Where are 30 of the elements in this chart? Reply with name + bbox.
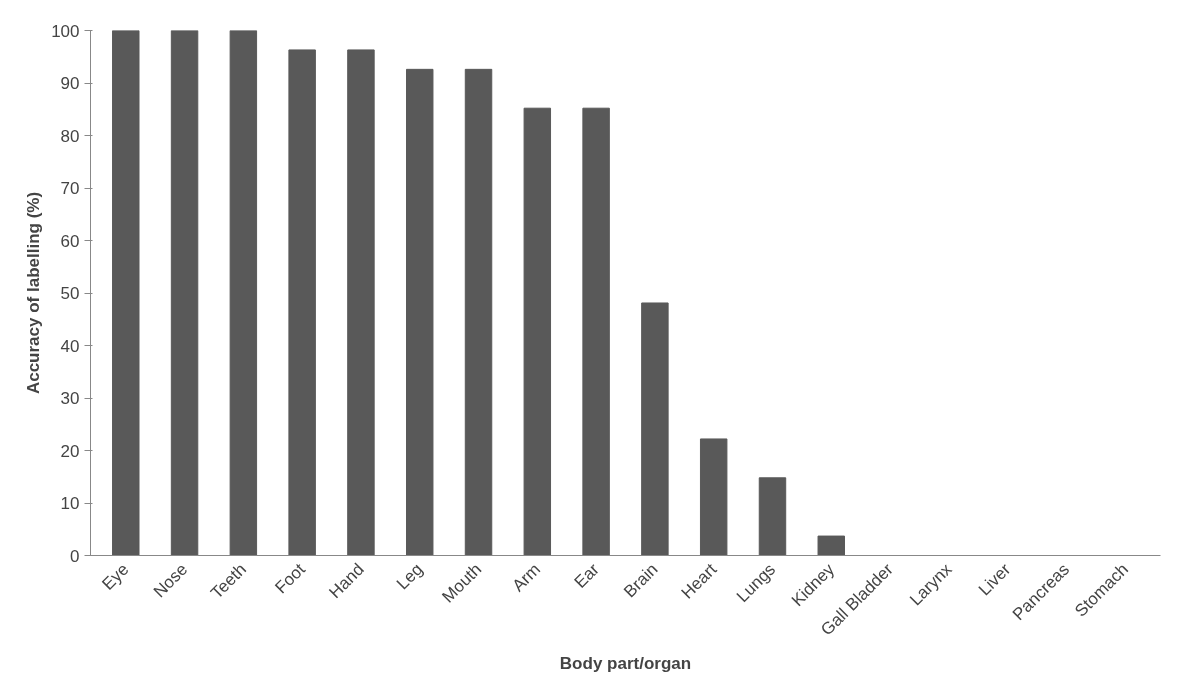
bar bbox=[758, 477, 787, 556]
y-tick-label: 90 bbox=[60, 74, 80, 93]
y-tick-label: 10 bbox=[60, 494, 80, 513]
bar bbox=[406, 68, 434, 556]
bar bbox=[582, 107, 610, 556]
y-tick-label: 100 bbox=[51, 21, 80, 41]
y-tick-label: 80 bbox=[60, 126, 80, 146]
x-tick-label: Eye bbox=[98, 559, 133, 594]
y-tick-label: 0 bbox=[70, 546, 80, 566]
bar bbox=[641, 302, 669, 556]
x-tick-label: Arm bbox=[508, 559, 545, 596]
bar bbox=[288, 49, 316, 556]
bar bbox=[112, 30, 140, 556]
y-tick-label: 20 bbox=[60, 441, 80, 461]
bar bbox=[464, 68, 493, 556]
bar bbox=[170, 30, 199, 556]
y-tick-label: 30 bbox=[60, 389, 80, 408]
bar bbox=[229, 30, 258, 556]
x-tick-label: Ear bbox=[570, 559, 604, 592]
y-tick-label: 50 bbox=[60, 284, 80, 303]
bar bbox=[347, 49, 375, 556]
y-tick-label: 70 bbox=[60, 179, 80, 198]
bar bbox=[523, 107, 552, 556]
bar bbox=[817, 535, 845, 556]
x-axis-title: Body part/organ bbox=[559, 654, 692, 674]
bar bbox=[699, 438, 728, 556]
y-axis-title: Accuracy of labelling (%) bbox=[24, 191, 44, 395]
y-tick-label: 40 bbox=[60, 336, 80, 356]
y-tick-label: 60 bbox=[60, 231, 80, 251]
x-tick-label: Leg bbox=[392, 559, 427, 594]
